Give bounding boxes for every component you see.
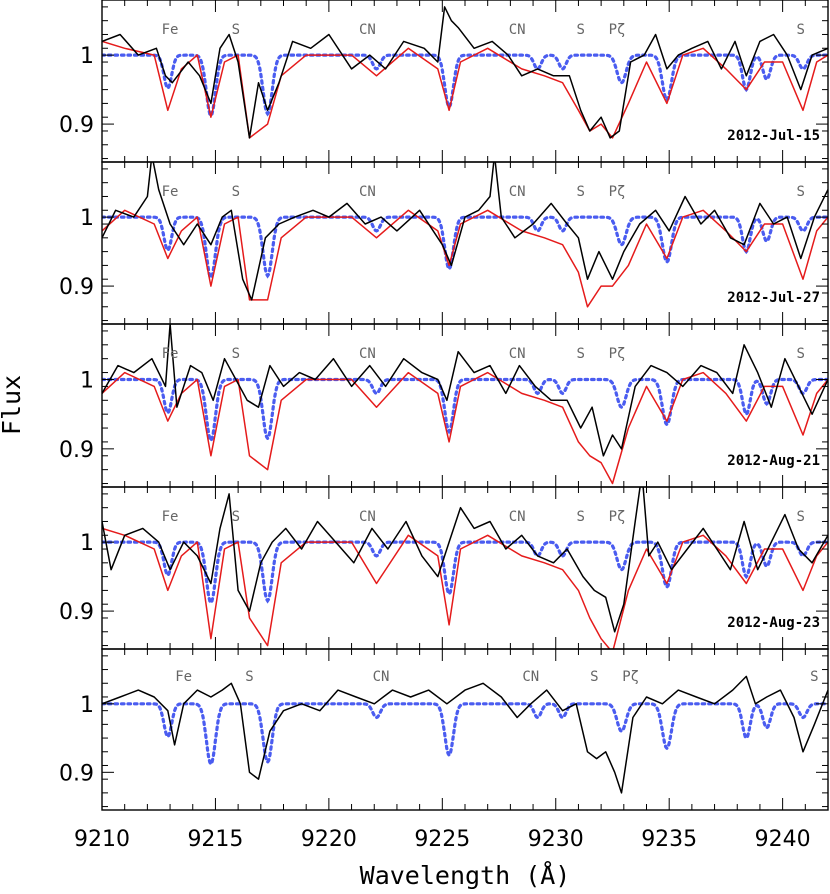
plot-area bbox=[102, 324, 828, 485]
line-id-label: Fe bbox=[162, 509, 179, 525]
line-id-label: S bbox=[590, 669, 598, 685]
y-tick-label: 1 bbox=[80, 44, 94, 69]
plot-area bbox=[102, 487, 828, 649]
line-id-label: CN bbox=[359, 22, 376, 38]
y-tick-label: 1 bbox=[80, 693, 94, 718]
line-id-label: S bbox=[576, 346, 584, 362]
line-id-label: S bbox=[797, 346, 805, 362]
line-id-label: Pζ bbox=[609, 184, 626, 200]
date-label: 2012-Jul-27 bbox=[727, 290, 820, 306]
line-id-label: CN bbox=[509, 346, 526, 362]
line-id-label: CN bbox=[373, 669, 390, 685]
line-id-label: Pζ bbox=[609, 22, 626, 38]
x-tick-label: 9220 bbox=[301, 827, 357, 852]
panel-5: Fe S CN CN S Pζ S 0.9 1 bbox=[59, 648, 829, 811]
x-tick-label: 9215 bbox=[187, 827, 243, 852]
observed-spectrum-line bbox=[102, 6, 828, 139]
plot-area bbox=[102, 162, 828, 308]
y-tick-label: 0.9 bbox=[59, 761, 94, 786]
line-id-label: S bbox=[576, 184, 584, 200]
x-axis: 9210 9215 9220 9225 9230 9235 9240 bbox=[74, 827, 811, 852]
y-axis-title: Flux bbox=[0, 375, 26, 435]
x-tick-label: 9230 bbox=[528, 827, 584, 852]
model-spectrum-line bbox=[102, 371, 828, 485]
template-spectrum-line bbox=[102, 540, 828, 606]
y-tick-label: 1 bbox=[80, 531, 94, 556]
line-id-label: CN bbox=[509, 509, 526, 525]
line-id-label: CN bbox=[509, 22, 526, 38]
line-id-label: S bbox=[797, 22, 805, 38]
panel-frame bbox=[101, 648, 829, 811]
line-id-label: S bbox=[797, 184, 805, 200]
line-id-label: CN bbox=[509, 184, 526, 200]
line-id-label: S bbox=[810, 669, 818, 685]
line-id-label: S bbox=[245, 669, 253, 685]
line-id-label: Fe bbox=[162, 22, 179, 38]
panel-4: Fe S CN CN S Pζ S 0.9 1 2012-Aug-23 bbox=[59, 486, 829, 650]
observed-spectrum-line bbox=[102, 487, 828, 633]
panel-1: Fe S CN CN S Pζ S 0.9 1 2012-Jul-15 bbox=[59, 0, 829, 163]
line-id-label: CN bbox=[359, 346, 376, 362]
line-id-label: Fe bbox=[162, 346, 179, 362]
x-tick-label: 9210 bbox=[74, 827, 130, 852]
panels-layer: Fe S CN CN S Pζ S 0.9 1 2012-Jul-15 Fe S CN CN S Pζ S 0.9… bbox=[59, 0, 829, 811]
date-label: 2012-Aug-21 bbox=[727, 453, 820, 469]
template-spectrum-line bbox=[102, 53, 828, 119]
line-id-label: Pζ bbox=[622, 669, 639, 685]
line-id-label: S bbox=[797, 509, 805, 525]
line-id-label: S bbox=[576, 22, 584, 38]
observed-spectrum-line bbox=[102, 675, 828, 794]
x-axis-title: Wavelength (Å) bbox=[360, 861, 571, 890]
line-id-label: Pζ bbox=[609, 346, 626, 362]
y-tick-label: 0.9 bbox=[59, 275, 94, 300]
x-tick-label: 9240 bbox=[755, 827, 811, 852]
date-label: 2012-Aug-23 bbox=[727, 615, 820, 631]
line-id-label: CN bbox=[522, 669, 539, 685]
observed-spectrum-line bbox=[102, 162, 828, 301]
plot-area bbox=[102, 675, 828, 794]
model-spectrum-line bbox=[102, 209, 828, 308]
line-id-label: S bbox=[232, 509, 240, 525]
template-spectrum-line bbox=[102, 702, 828, 768]
panel-2: Fe S CN CN S Pζ S 0.9 1 2012-Jul-27 bbox=[59, 161, 829, 325]
model-spectrum-line bbox=[102, 527, 828, 649]
line-id-label: CN bbox=[359, 184, 376, 200]
line-id-label: S bbox=[232, 184, 240, 200]
line-id-label: S bbox=[576, 509, 584, 525]
line-id-label: Fe bbox=[175, 669, 192, 685]
date-label: 2012-Jul-15 bbox=[727, 128, 820, 144]
line-id-label: CN bbox=[359, 509, 376, 525]
x-tick-label: 9235 bbox=[641, 827, 697, 852]
panel-frame bbox=[101, 323, 829, 488]
y-tick-label: 1 bbox=[80, 368, 94, 393]
y-tick-label: 1 bbox=[80, 206, 94, 231]
line-id-label: Pζ bbox=[609, 509, 626, 525]
observed-spectrum-line bbox=[102, 324, 828, 457]
line-id-label: S bbox=[232, 22, 240, 38]
line-id-label: Fe bbox=[162, 184, 179, 200]
template-spectrum-line bbox=[102, 215, 828, 281]
panel-frame bbox=[101, 0, 829, 163]
panel-frame bbox=[101, 486, 829, 650]
y-tick-label: 0.9 bbox=[59, 438, 94, 463]
x-tick-label: 9225 bbox=[414, 827, 470, 852]
template-spectrum-line bbox=[102, 377, 828, 444]
y-tick-label: 0.9 bbox=[59, 113, 94, 138]
panel-3: Fe S CN CN S Pζ S 0.9 1 2012-Aug-21 bbox=[59, 323, 829, 488]
line-id-label: S bbox=[232, 346, 240, 362]
y-tick-label: 0.9 bbox=[59, 600, 94, 625]
plot-area bbox=[102, 6, 828, 139]
